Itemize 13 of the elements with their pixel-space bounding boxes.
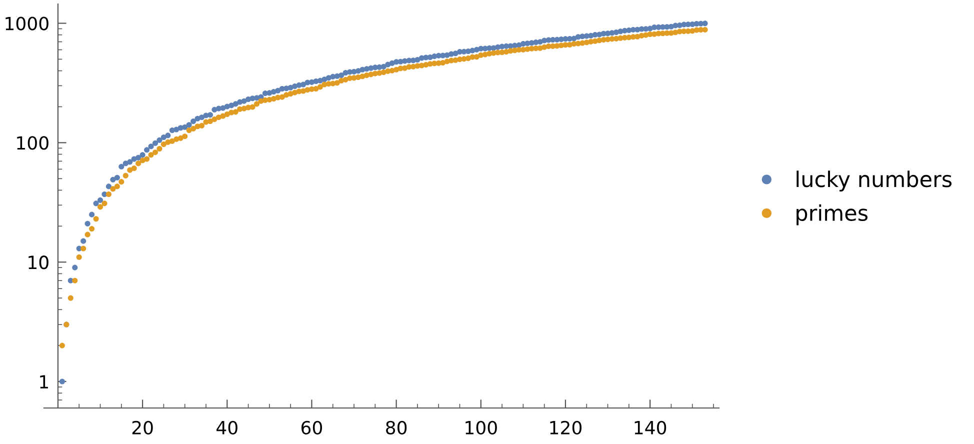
legend-label: lucky numbers [796,170,952,192]
x-tick-label: 40 [216,420,238,434]
y-tick-label: 100 [17,136,48,150]
x-tick-label: 20 [132,420,153,434]
x-tick-label: 80 [386,420,407,434]
x-tick-label: 120 [550,420,582,434]
y-tick-label: 1000 [6,16,48,30]
y-tick-label: 10 [28,256,48,270]
x-tick-label: 100 [466,420,497,434]
y-tick-label: 1 [40,375,48,388]
x-tick-label: 140 [634,420,666,434]
legend-label: primes [796,204,868,226]
x-tick-label: 60 [301,420,322,434]
